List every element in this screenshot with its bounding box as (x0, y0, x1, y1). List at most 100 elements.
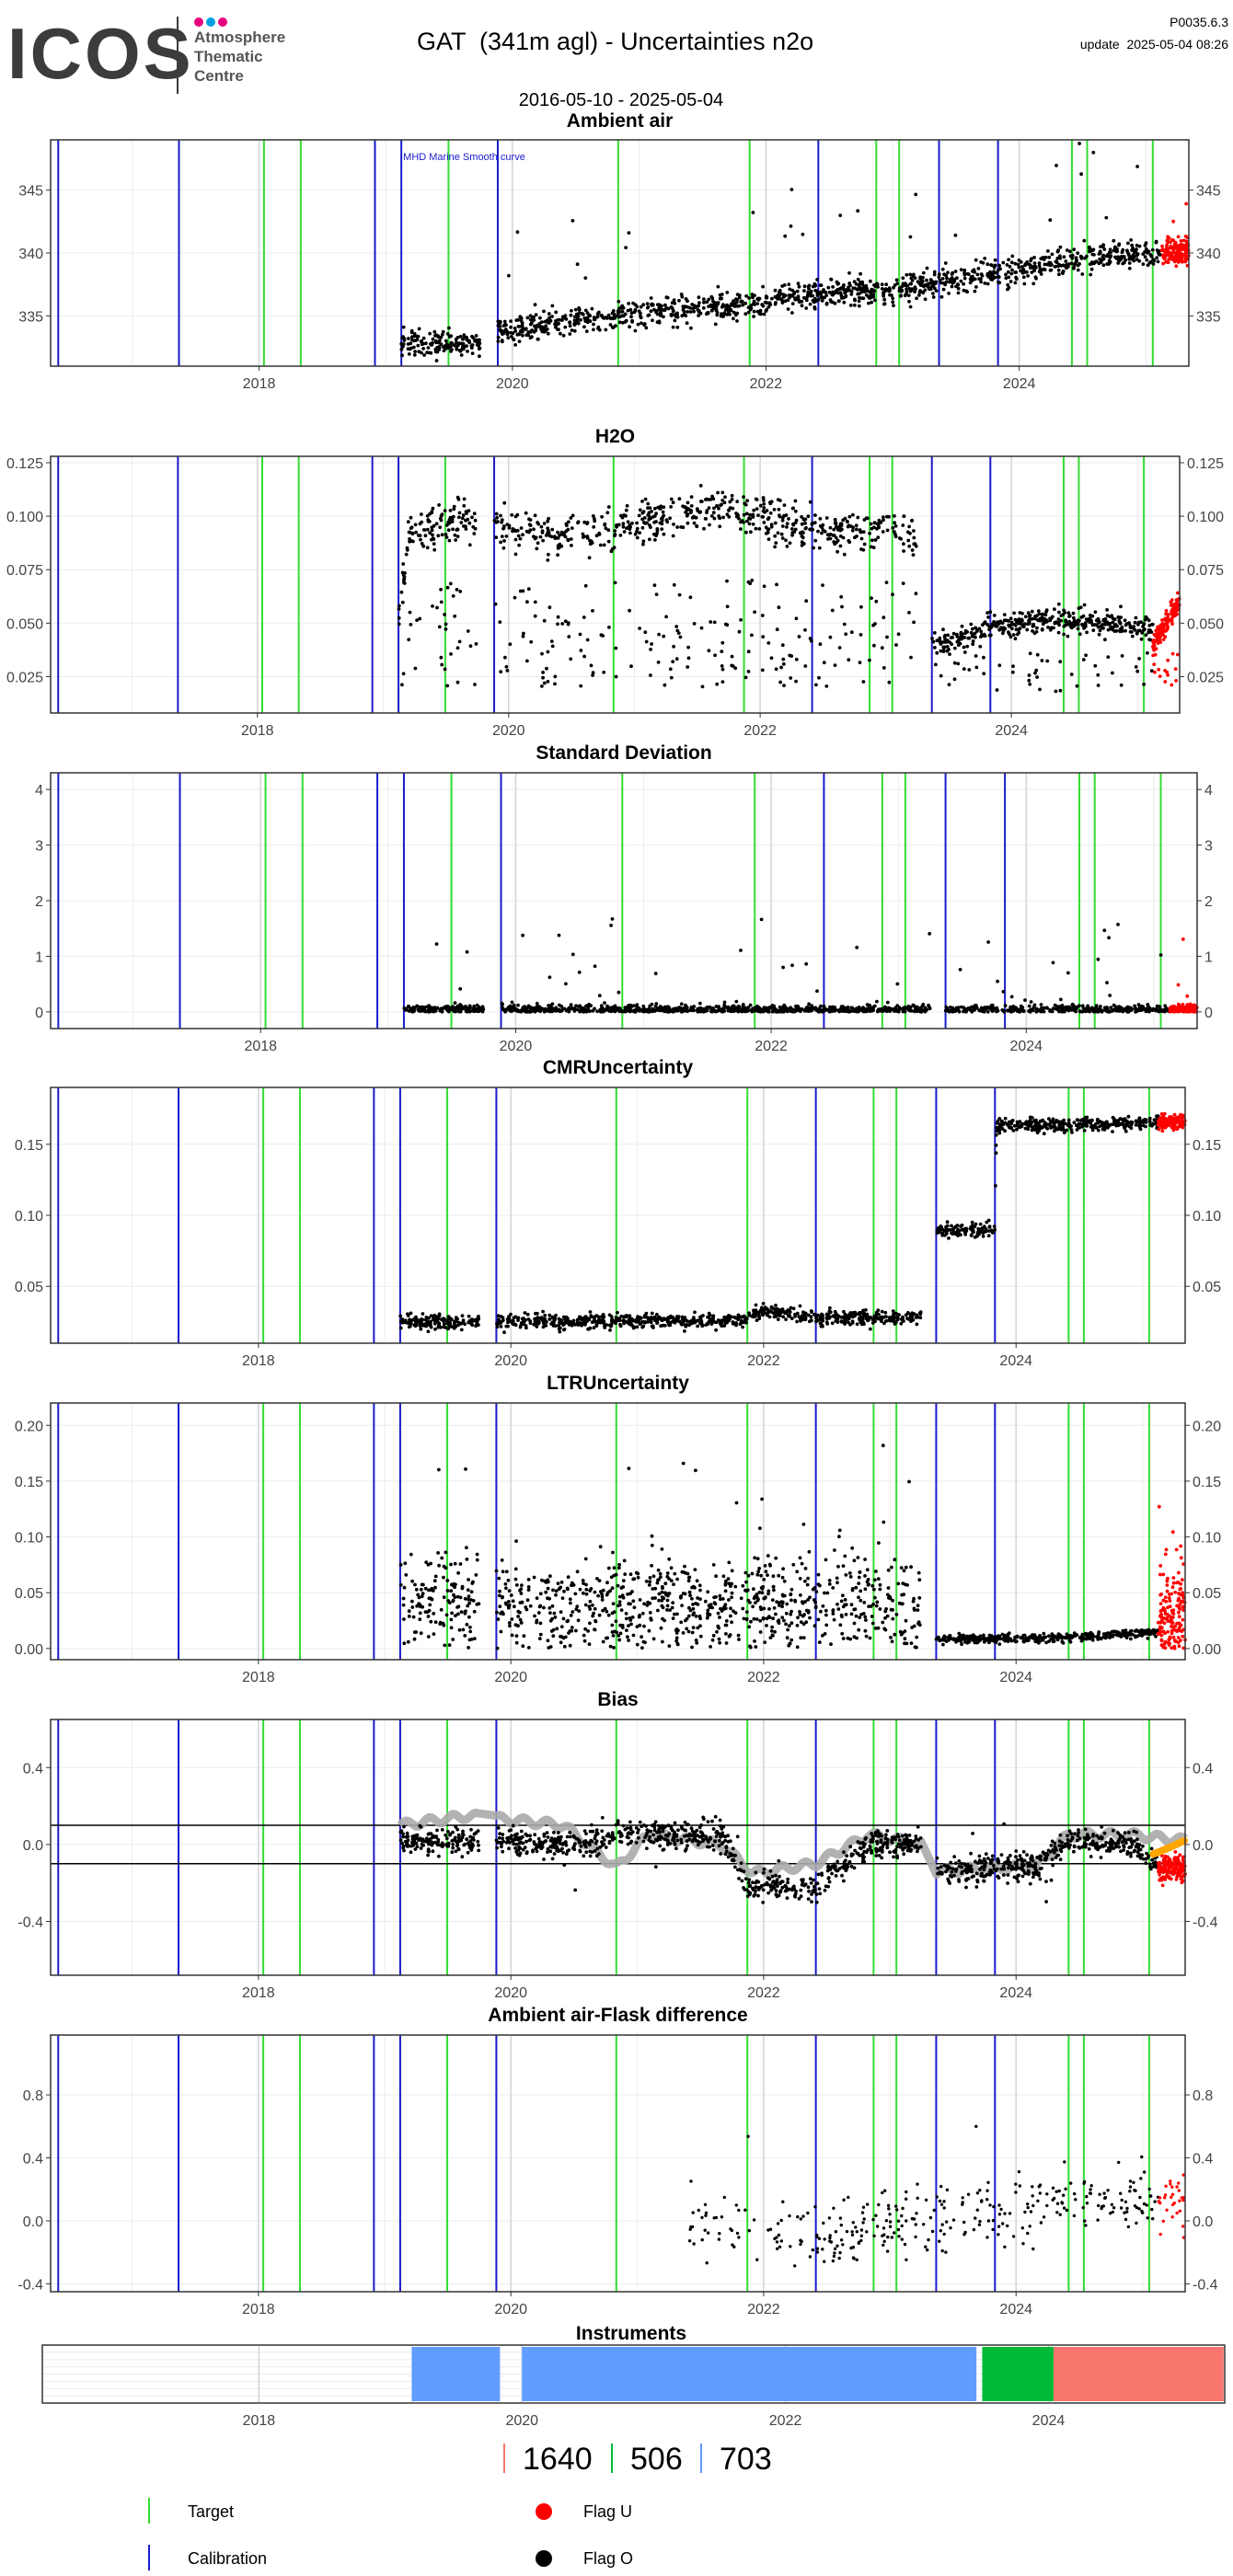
data-point-flag-o (702, 526, 706, 531)
data-point-flag-o (986, 940, 990, 944)
data-point-flag-o (1077, 618, 1081, 623)
data-point-flag-o (1101, 627, 1105, 630)
data-point-flag-o (913, 285, 917, 290)
data-point-flag-o (733, 302, 737, 305)
data-point-flag-o (546, 526, 550, 531)
data-point-flag-o (686, 305, 689, 309)
data-point-flag-o (416, 1007, 421, 1012)
data-point-flag-o (582, 316, 587, 320)
data-point-flag-o (1028, 682, 1032, 686)
data-point-flag-o (1012, 622, 1016, 627)
data-point-flag-o (1141, 262, 1146, 266)
data-point-flag-o (713, 653, 717, 658)
data-point-flag-o (946, 270, 950, 275)
chart-title: Ambient air (567, 110, 674, 132)
data-point-flag-o (725, 291, 730, 294)
data-point-flag-o (769, 656, 774, 661)
data-point-flag-o (677, 298, 681, 303)
data-point-flag-o (443, 509, 447, 512)
data-point-flag-o (588, 542, 593, 546)
data-point-flag-o (1066, 634, 1070, 638)
data-point-flag-o (1037, 264, 1042, 268)
header-logo-text: ICOS (7, 13, 194, 94)
data-point-flag-o (849, 630, 854, 635)
data-point-flag-o (540, 531, 545, 535)
data-point-flag-o (420, 512, 423, 516)
data-point-flag-o (546, 331, 550, 336)
data-point-flag-o (467, 1006, 472, 1010)
data-point-flag-o (901, 282, 905, 286)
data-point-flag-o (606, 313, 611, 317)
data-point-flag-o (499, 513, 502, 518)
data-point-flag-o (812, 521, 817, 524)
data-point-flag-o (570, 544, 573, 547)
data-point-flag-o (968, 277, 973, 282)
data-point-flag-o (569, 537, 573, 541)
data-point-flag-o (527, 517, 531, 522)
data-point-flag-o (833, 1006, 837, 1009)
data-point-flag-o (553, 535, 557, 538)
data-point-flag-o (925, 278, 928, 282)
data-point-flag-o (1028, 617, 1031, 621)
data-point-flag-o (579, 317, 582, 322)
data-point-flag-o (652, 532, 656, 536)
data-point-flag-o (916, 1009, 919, 1014)
data-point-flag-o (782, 503, 787, 507)
data-point-flag-o (616, 990, 621, 995)
data-point-flag-o (800, 540, 804, 545)
data-point-flag-o (539, 328, 544, 331)
data-point-flag-o (841, 284, 846, 289)
data-point-flag-u (1174, 598, 1179, 602)
data-point-flag-o (502, 319, 507, 324)
data-point-flag-o (499, 670, 503, 673)
data-point-flag-o (421, 347, 425, 351)
data-point-flag-o (1077, 606, 1081, 610)
data-point-flag-o (909, 655, 913, 660)
data-point-flag-o (547, 975, 552, 980)
data-point-flag-o (517, 543, 521, 547)
data-point-flag-o (743, 301, 748, 305)
data-point-flag-o (431, 604, 434, 608)
data-point-flag-o (802, 284, 807, 289)
data-point-flag-o (1031, 629, 1034, 633)
data-point-flag-o (404, 1008, 409, 1012)
data-point-flag-o (641, 542, 645, 546)
data-point-flag-u (1173, 667, 1178, 671)
y-tick-label-right: 0.075 (1187, 563, 1224, 579)
data-point-flag-o (1049, 268, 1054, 272)
data-point-flag-o (824, 301, 829, 305)
data-point-flag-o (517, 339, 522, 343)
data-point-flag-o (943, 261, 948, 265)
data-point-flag-o (540, 651, 544, 656)
data-point-flag-o (528, 322, 533, 327)
data-point-flag-o (501, 339, 504, 344)
data-point-flag-o (626, 520, 630, 524)
data-point-flag-o (707, 297, 711, 302)
data-point-flag-o (1101, 245, 1105, 249)
y-tick-label: 3 (35, 839, 43, 855)
data-point-flag-o (515, 1007, 520, 1012)
y-tick-label: 0.100 (6, 510, 43, 525)
data-point-flag-o (542, 309, 546, 314)
data-point-flag-o (844, 294, 847, 299)
data-point-flag-o (950, 284, 954, 289)
data-point-flag-o (737, 295, 742, 300)
data-point-flag-o (455, 680, 460, 684)
data-point-flag-o (505, 669, 510, 673)
data-point-flag-o (762, 312, 766, 316)
data-point-flag-u (1160, 244, 1164, 248)
data-point-flag-o (882, 302, 886, 306)
data-point-flag-u (1185, 994, 1190, 998)
y-tick-label: 4 (35, 783, 43, 799)
data-point-flag-o (896, 632, 901, 637)
data-point-flag-o (962, 270, 966, 275)
data-point-flag-o (462, 503, 467, 508)
data-point-flag-o (1132, 259, 1136, 263)
data-point-flag-o (439, 518, 444, 523)
data-point-flag-o (995, 688, 999, 692)
data-point-flag-o (915, 296, 918, 301)
data-point-flag-o (783, 234, 788, 238)
data-point-flag-o (1081, 658, 1086, 661)
data-point-flag-o (679, 293, 684, 296)
data-point-flag-o (440, 533, 444, 537)
